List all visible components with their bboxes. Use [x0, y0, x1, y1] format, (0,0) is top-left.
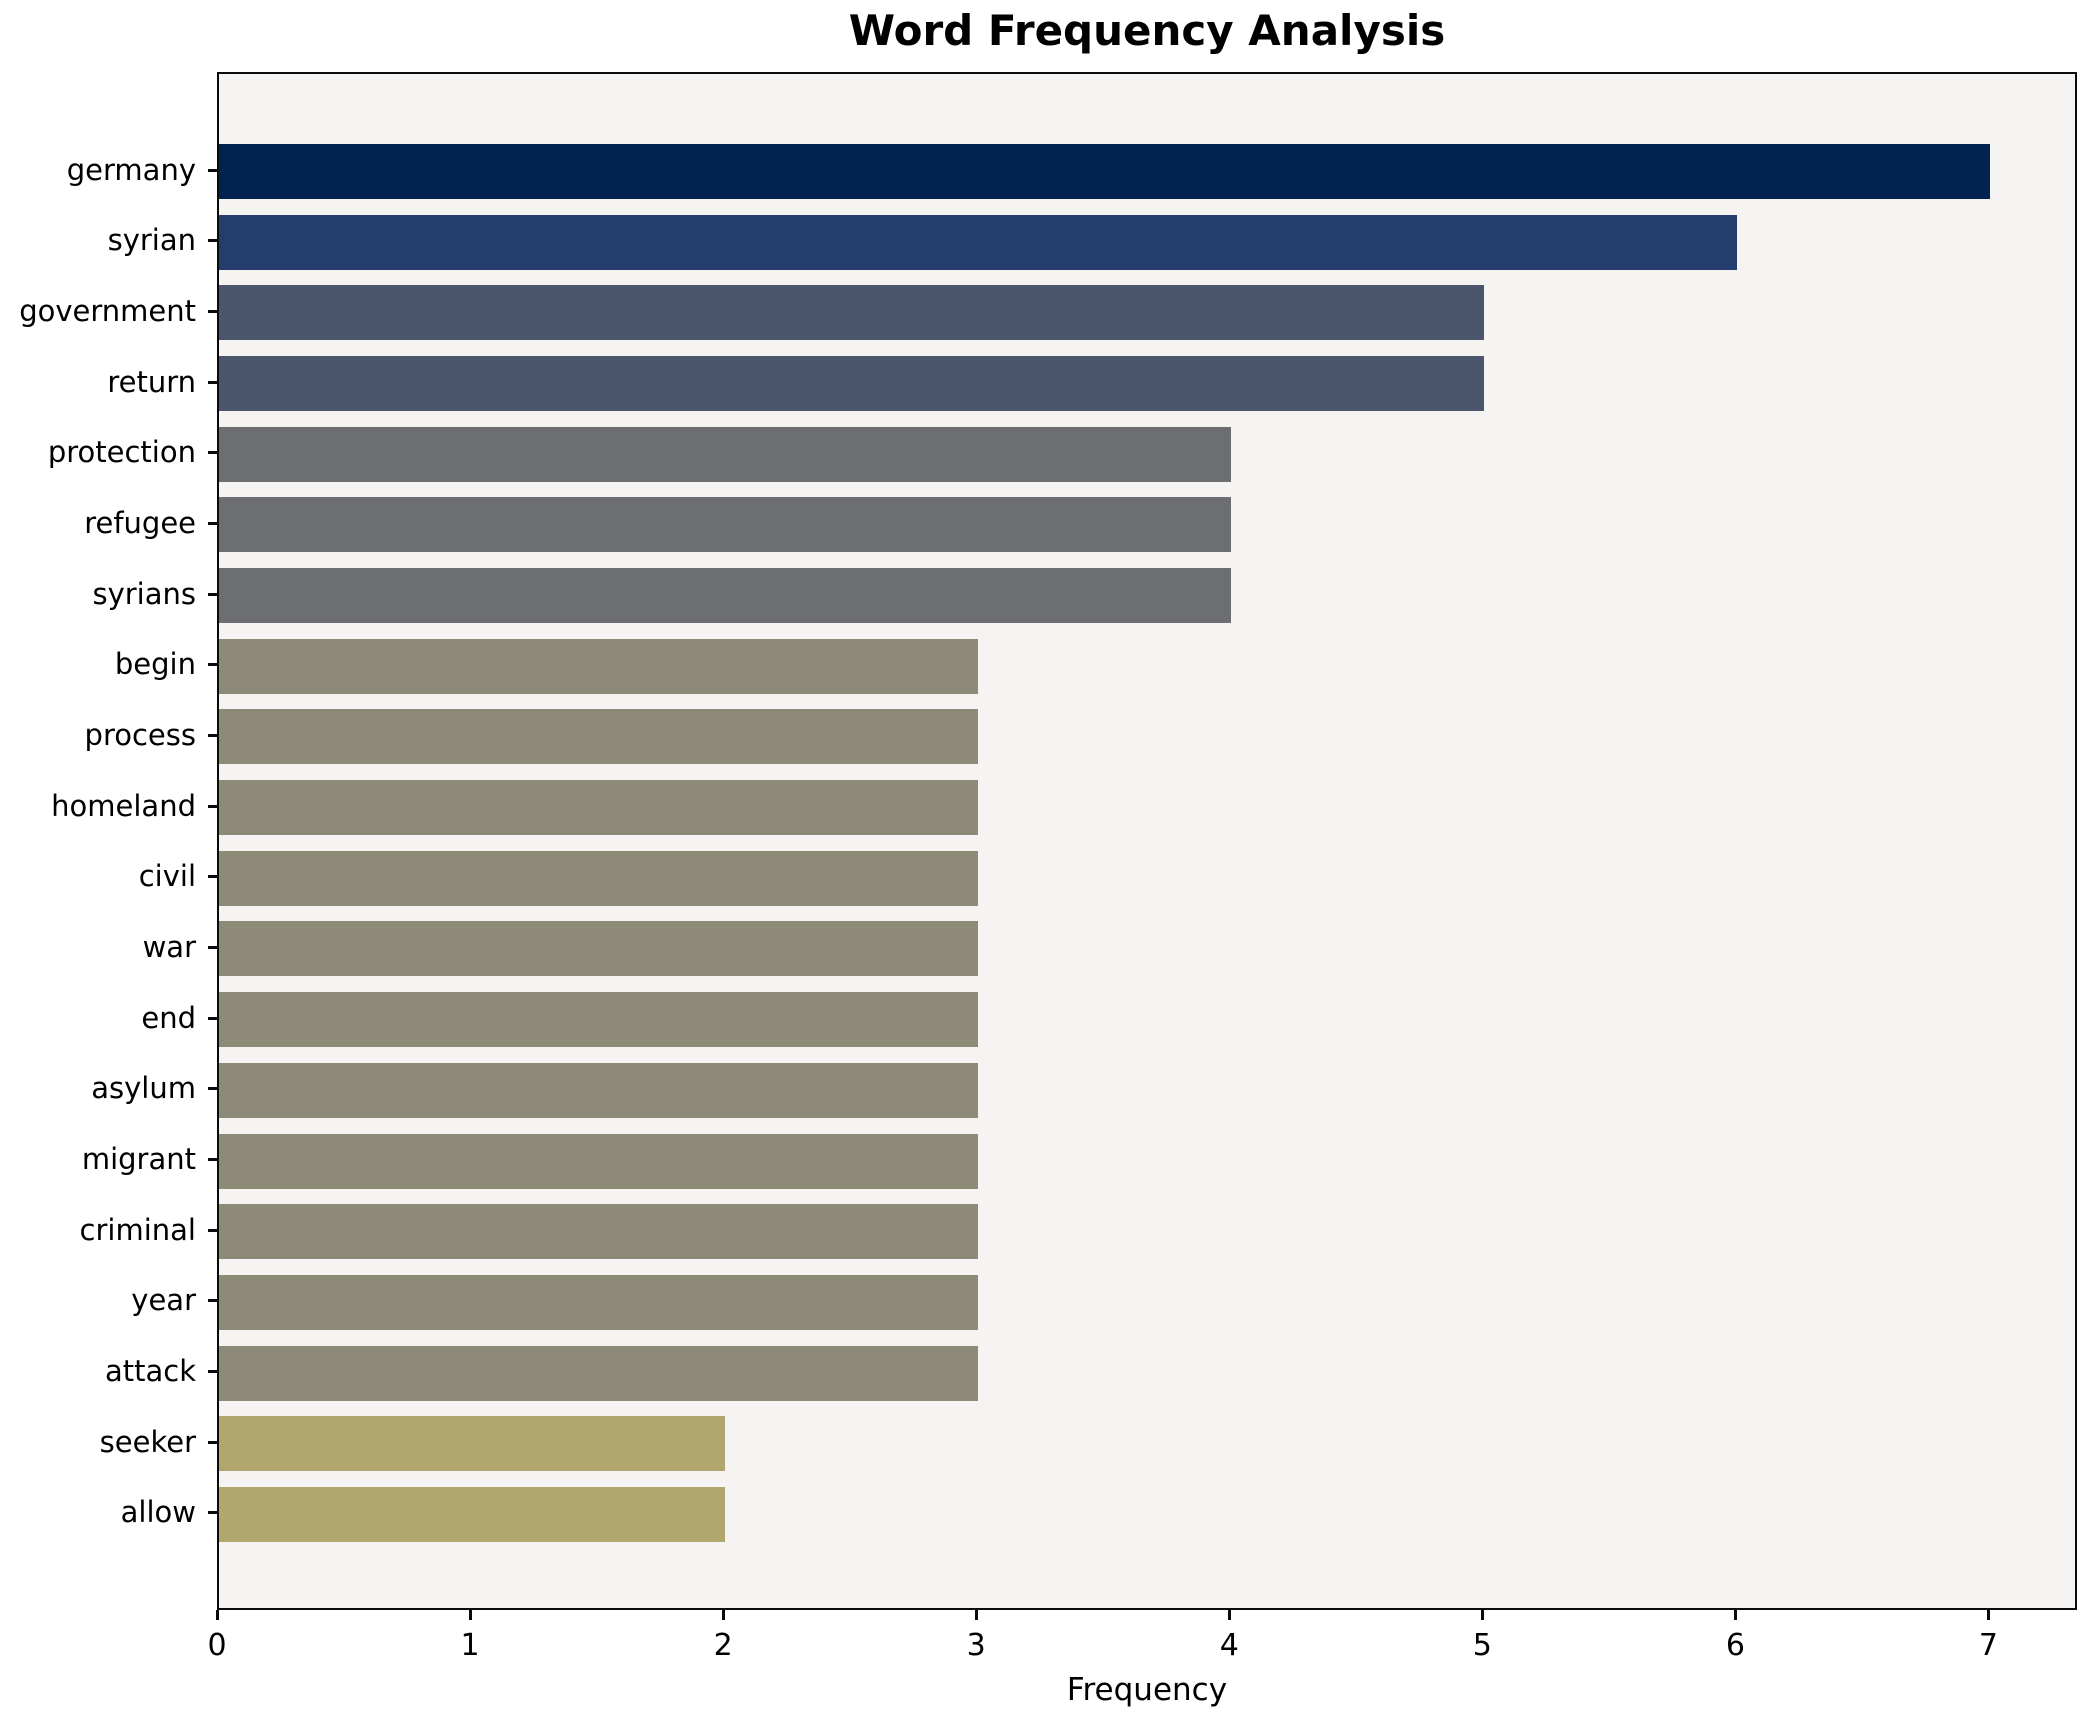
bar-end: [219, 992, 979, 1048]
x-tick-mark: [469, 1610, 473, 1620]
y-tick-label-attack: attack: [104, 1354, 196, 1389]
bar-allow: [219, 1486, 726, 1542]
plot-area: [217, 72, 2077, 1610]
bar-homeland: [219, 780, 979, 836]
x-tick-mark: [1987, 1610, 1991, 1620]
y-tick-label-asylum: asylum: [91, 1071, 196, 1106]
y-tick-label-seeker: seeker: [99, 1424, 196, 1459]
x-tick-label-5: 5: [1472, 1628, 1492, 1663]
x-tick-mark: [1734, 1610, 1738, 1620]
y-tick-mark: [208, 1016, 217, 1020]
y-tick-mark: [208, 168, 217, 172]
y-tick-mark: [208, 239, 217, 243]
y-tick-label-migrant: migrant: [81, 1142, 196, 1177]
y-tick-mark: [208, 1087, 217, 1091]
x-tick-label-2: 2: [713, 1628, 733, 1663]
x-tick-mark: [1481, 1610, 1485, 1620]
y-tick-mark: [208, 309, 217, 313]
y-tick-label-allow: allow: [120, 1495, 196, 1530]
chart-title: Word Frequency Analysis: [848, 6, 1446, 55]
x-axis-label: Frequency: [1066, 1672, 1228, 1708]
bar-year: [219, 1274, 979, 1330]
bar-syrian: [219, 214, 1738, 270]
bar-seeker: [219, 1416, 726, 1472]
x-tick-label-7: 7: [1978, 1628, 1998, 1663]
y-tick-label-syrian: syrian: [107, 223, 196, 258]
y-tick-label-civil: civil: [138, 859, 196, 894]
y-tick-mark: [208, 1299, 217, 1303]
bar-protection: [219, 426, 1232, 482]
y-tick-label-end: end: [141, 1000, 196, 1035]
bar-germany: [219, 144, 1991, 199]
x-tick-label-0: 0: [207, 1628, 227, 1663]
x-tick-label-4: 4: [1219, 1628, 1239, 1663]
y-tick-label-germany: germany: [66, 152, 196, 187]
y-tick-label-protection: protection: [47, 435, 196, 470]
y-tick-mark: [208, 1370, 217, 1374]
y-tick-mark: [208, 521, 217, 525]
x-tick-mark: [1228, 1610, 1232, 1620]
y-tick-label-government: government: [19, 293, 196, 328]
bar-process: [219, 709, 979, 765]
bar-civil: [219, 850, 979, 906]
y-tick-mark: [208, 1228, 217, 1232]
bar-begin: [219, 638, 979, 694]
x-tick-label-1: 1: [460, 1628, 480, 1663]
y-tick-label-year: year: [131, 1283, 196, 1318]
x-tick-mark: [975, 1610, 979, 1620]
y-tick-label-war: war: [142, 929, 196, 964]
y-tick-mark: [208, 663, 217, 667]
bar-return: [219, 356, 1485, 412]
y-tick-mark: [208, 804, 217, 808]
x-tick-label-6: 6: [1725, 1628, 1745, 1663]
bar-criminal: [219, 1204, 979, 1260]
bar-war: [219, 921, 979, 977]
y-tick-mark: [208, 592, 217, 596]
y-tick-mark: [208, 1158, 217, 1162]
y-tick-label-syrians: syrians: [92, 576, 196, 611]
y-tick-mark: [208, 945, 217, 949]
y-tick-mark: [208, 380, 217, 384]
y-tick-mark: [208, 1511, 217, 1515]
y-tick-label-criminal: criminal: [79, 1212, 196, 1247]
x-tick-label-3: 3: [966, 1628, 986, 1663]
y-tick-label-begin: begin: [114, 647, 196, 682]
x-tick-mark: [216, 1610, 219, 1620]
y-tick-label-homeland: homeland: [51, 788, 196, 823]
y-tick-mark: [208, 733, 217, 737]
x-tick-mark: [722, 1610, 726, 1620]
y-tick-label-process: process: [84, 717, 196, 752]
bar-refugee: [219, 497, 1232, 553]
y-tick-label-refugee: refugee: [84, 505, 196, 540]
y-tick-mark: [208, 1440, 217, 1444]
y-tick-mark: [208, 451, 217, 455]
bar-asylum: [219, 1062, 979, 1118]
bar-migrant: [219, 1133, 979, 1189]
y-tick-label-return: return: [107, 364, 196, 399]
bar-government: [219, 285, 1485, 341]
bar-attack: [219, 1345, 979, 1401]
y-tick-mark: [208, 875, 217, 879]
bar-syrians: [219, 568, 1232, 624]
